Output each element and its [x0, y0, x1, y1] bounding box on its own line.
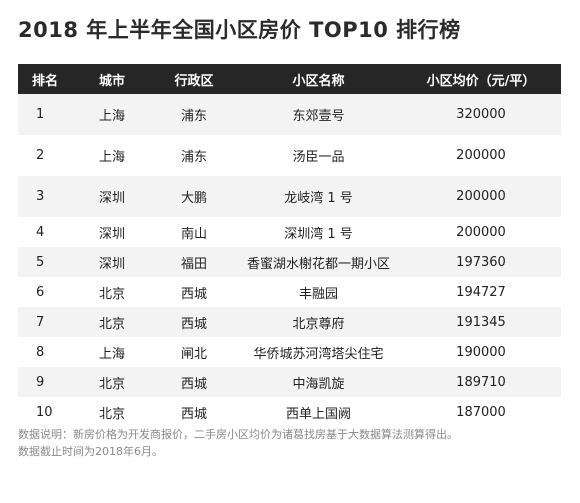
price-cell: 189710 — [401, 367, 561, 397]
district-cell: 福田 — [152, 247, 236, 277]
table-row: 10 北京 西城 西单上国阙 187000 — [18, 397, 561, 427]
price-cell: 187000 — [401, 397, 561, 427]
column-header-price: 小区均价（元/平） — [401, 64, 561, 94]
table-row: 1 上海 浦东 东郊壹号 320000 — [18, 94, 561, 135]
table-row: 2 上海 浦东 汤臣一品 200000 — [18, 135, 561, 176]
table-row: 7 北京 西城 北京尊府 191345 — [18, 307, 561, 337]
rank-cell: 3 — [18, 176, 72, 217]
rank-cell: 7 — [18, 307, 72, 337]
price-cell: 200000 — [401, 217, 561, 247]
table-row: 5 深圳 福田 香蜜湖水榭花都一期小区 197360 — [18, 247, 561, 277]
city-cell: 北京 — [72, 367, 152, 397]
rank-cell: 10 — [18, 397, 72, 427]
city-cell: 上海 — [72, 135, 152, 176]
community-cell: 深圳湾 1 号 — [236, 217, 401, 247]
price-cell: 190000 — [401, 337, 561, 367]
rank-cell: 2 — [18, 135, 72, 176]
column-header-rank: 排名 — [18, 64, 72, 94]
data-note-line-1: 数据说明：新房价格为开发商报价，二手房小区均价为诸葛找房基于大数据算法测算得出。 — [18, 428, 458, 441]
column-header-district: 行政区 — [152, 64, 236, 94]
district-cell: 西城 — [152, 307, 236, 337]
city-cell: 北京 — [72, 307, 152, 337]
district-cell: 闸北 — [152, 337, 236, 367]
city-cell: 北京 — [72, 397, 152, 427]
city-cell: 上海 — [72, 94, 152, 135]
city-cell: 深圳 — [72, 247, 152, 277]
community-cell: 香蜜湖水榭花都一期小区 — [236, 247, 401, 277]
community-cell: 中海凯旋 — [236, 367, 401, 397]
table-row: 6 北京 西城 丰融园 194727 — [18, 277, 561, 307]
district-cell: 西城 — [152, 277, 236, 307]
district-cell: 西城 — [152, 397, 236, 427]
city-cell: 上海 — [72, 337, 152, 367]
page-title: 2018 年上半年全国小区房价 TOP10 排行榜 — [18, 18, 461, 42]
ranking-table: 排名 城市 行政区 小区名称 小区均价（元/平） 1 上海 浦东 东郊壹号 32… — [18, 64, 561, 427]
column-header-city: 城市 — [72, 64, 152, 94]
rank-cell: 1 — [18, 94, 72, 135]
table-header-row: 排名 城市 行政区 小区名称 小区均价（元/平） — [18, 64, 561, 94]
city-cell: 深圳 — [72, 176, 152, 217]
rank-cell: 4 — [18, 217, 72, 247]
table-row: 8 上海 闸北 华侨城苏河湾塔尖住宅 190000 — [18, 337, 561, 367]
community-cell: 汤臣一品 — [236, 135, 401, 176]
city-cell: 深圳 — [72, 217, 152, 247]
community-cell: 龙岐湾 1 号 — [236, 176, 401, 217]
community-cell: 华侨城苏河湾塔尖住宅 — [236, 337, 401, 367]
price-cell: 200000 — [401, 176, 561, 217]
community-cell: 东郊壹号 — [236, 94, 401, 135]
price-cell: 320000 — [401, 94, 561, 135]
community-cell: 北京尊府 — [236, 307, 401, 337]
table-row: 3 深圳 大鹏 龙岐湾 1 号 200000 — [18, 176, 561, 217]
city-cell: 北京 — [72, 277, 152, 307]
rank-cell: 9 — [18, 367, 72, 397]
community-cell: 丰融园 — [236, 277, 401, 307]
price-cell: 200000 — [401, 135, 561, 176]
data-notes: 数据说明：新房价格为开发商报价，二手房小区均价为诸葛找房基于大数据算法测算得出。… — [18, 426, 563, 460]
district-cell: 浦东 — [152, 94, 236, 135]
community-cell: 西单上国阙 — [236, 397, 401, 427]
table-row: 4 深圳 南山 深圳湾 1 号 200000 — [18, 217, 561, 247]
district-cell: 南山 — [152, 217, 236, 247]
price-cell: 194727 — [401, 277, 561, 307]
rank-cell: 6 — [18, 277, 72, 307]
district-cell: 浦东 — [152, 135, 236, 176]
data-note-line-2: 数据截止时间为2018年6月。 — [18, 445, 163, 458]
price-cell: 191345 — [401, 307, 561, 337]
column-header-community: 小区名称 — [236, 64, 401, 94]
rank-cell: 8 — [18, 337, 72, 367]
table-row: 9 北京 西城 中海凯旋 189710 — [18, 367, 561, 397]
rank-cell: 5 — [18, 247, 72, 277]
price-cell: 197360 — [401, 247, 561, 277]
district-cell: 大鹏 — [152, 176, 236, 217]
district-cell: 西城 — [152, 367, 236, 397]
